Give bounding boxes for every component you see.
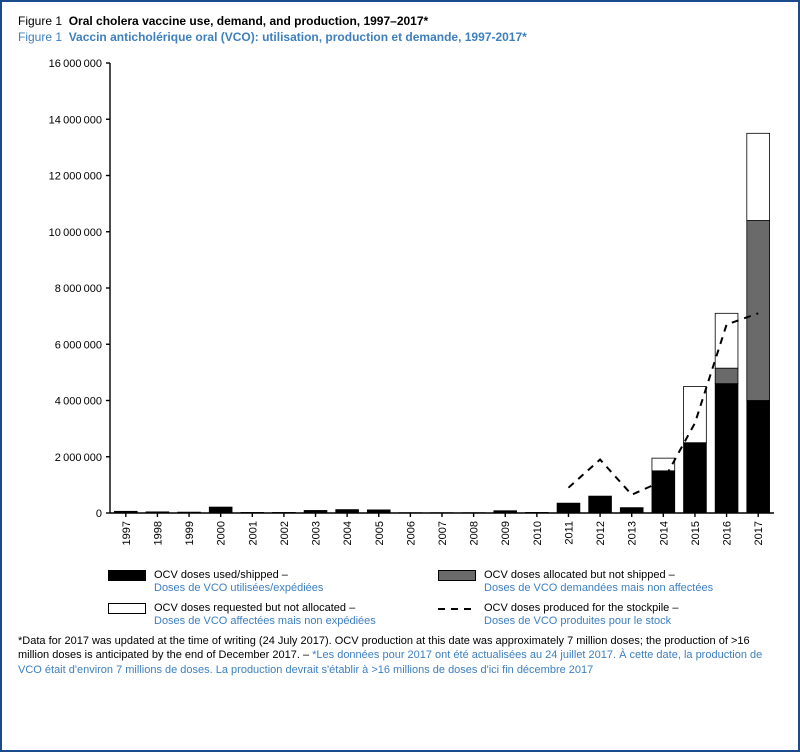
legend-label-fr: Doses de VCO produites pour le stock <box>484 615 671 627</box>
y-axis-tick-label: 8 000 000 <box>55 283 102 295</box>
bar-used_shipped <box>715 384 738 513</box>
y-axis-tick-label: 16 000 000 <box>49 58 102 70</box>
bar-requested_not_allocated <box>684 387 707 443</box>
bar-used_shipped <box>557 503 580 513</box>
legend-label-en: OCV doses requested but not allocated – <box>154 602 355 614</box>
x-axis-tick-label: 1997 <box>121 521 133 545</box>
x-axis-tick-label: 2001 <box>247 521 259 545</box>
x-axis-tick-label: 2017 <box>753 521 765 545</box>
x-axis-tick-label: 1999 <box>184 521 196 545</box>
y-axis-tick-label: 12 000 000 <box>49 171 102 183</box>
x-axis-tick-label: 2013 <box>627 521 639 545</box>
legend-text: OCV doses used/shipped –Doses de VCO uti… <box>154 569 323 595</box>
legend-label-en: OCV doses allocated but not shipped – <box>484 569 675 581</box>
figure-label-fr: Figure 1 <box>18 30 62 44</box>
legend-text: OCV doses requested but not allocated –D… <box>154 602 376 628</box>
figure-title-en: Oral cholera vaccine use, demand, and pr… <box>69 14 428 28</box>
legend-item-allocated_not_shipped: OCV doses allocated but not shipped –Dos… <box>438 569 748 595</box>
x-axis-tick-label: 2003 <box>311 521 323 545</box>
bar-used_shipped <box>684 443 707 513</box>
y-axis-tick-label: 2 000 000 <box>55 452 102 464</box>
bar-used_shipped <box>747 401 770 514</box>
legend-label-en: OCV doses produced for the stockpile – <box>484 602 678 614</box>
y-axis-tick-label: 10 000 000 <box>49 227 102 239</box>
y-axis-tick-label: 14 000 000 <box>49 114 102 126</box>
legend-text: OCV doses produced for the stockpile –Do… <box>484 602 678 628</box>
x-axis-tick-label: 2011 <box>563 521 575 545</box>
y-axis-tick-label: 0 <box>96 508 102 520</box>
legend-item-produced_stockpile: OCV doses produced for the stockpile –Do… <box>438 602 748 628</box>
legend: OCV doses used/shipped –Doses de VCO uti… <box>108 569 748 628</box>
x-axis-tick-label: 2000 <box>216 521 228 545</box>
legend-label-en: OCV doses used/shipped – <box>154 569 288 581</box>
legend-label-fr: Doses de VCO affectées mais non expédiée… <box>154 615 376 627</box>
x-axis-tick-label: 2007 <box>437 521 449 545</box>
legend-item-requested_not_allocated: OCV doses requested but not allocated –D… <box>108 602 418 628</box>
x-axis-tick-label: 2005 <box>374 521 386 545</box>
bar-requested_not_allocated <box>652 458 675 471</box>
bar-used_shipped <box>620 508 643 513</box>
x-axis-tick-label: 1998 <box>152 521 164 545</box>
bar-allocated_not_shipped <box>747 221 770 401</box>
legend-swatch <box>438 570 476 581</box>
x-axis-tick-label: 2002 <box>279 521 291 545</box>
bar-allocated_not_shipped <box>715 368 738 383</box>
x-axis-tick-label: 2008 <box>469 521 481 545</box>
figure-label-en: Figure 1 <box>18 14 62 28</box>
x-axis-tick-label: 2006 <box>405 521 417 545</box>
legend-swatch-dash <box>438 603 476 614</box>
legend-text: OCV doses allocated but not shipped –Dos… <box>484 569 713 595</box>
chart-area: 0 2 000 000 4 000 000 6 000 000 8 000 000 10 … <box>18 55 778 565</box>
x-axis-tick-label: 2014 <box>658 521 670 545</box>
chart-svg: 0 2 000 000 4 000 000 6 000 000 8 000 000 10 … <box>18 55 778 565</box>
bar-used_shipped <box>209 507 232 513</box>
figure-title-fr: Vaccin anticholérique oral (VCO): utilis… <box>69 30 527 44</box>
y-axis-tick-label: 4 000 000 <box>55 396 102 408</box>
x-axis-tick-label: 2012 <box>595 521 607 545</box>
legend-label-fr: Doses de VCO utilisées/expédiées <box>154 582 323 594</box>
y-axis-tick-label: 6 000 000 <box>55 339 102 351</box>
x-axis-tick-label: 2004 <box>342 521 354 545</box>
bar-requested_not_allocated <box>747 134 770 221</box>
bar-used_shipped <box>589 496 612 513</box>
figure-frame: Figure 1 Oral cholera vaccine use, deman… <box>0 0 800 752</box>
x-axis-tick-label: 2015 <box>690 521 702 545</box>
footnote: *Data for 2017 was updated at the time o… <box>18 634 782 677</box>
x-axis-tick-label: 2016 <box>722 521 734 545</box>
figure-title-block: Figure 1 Oral cholera vaccine use, deman… <box>18 14 782 45</box>
legend-swatch <box>108 603 146 614</box>
x-axis-tick-label: 2009 <box>500 521 512 545</box>
legend-label-fr: Doses de VCO demandées mais non affectée… <box>484 582 713 594</box>
legend-swatch <box>108 570 146 581</box>
bar-used_shipped <box>652 471 675 513</box>
legend-item-used_shipped: OCV doses used/shipped –Doses de VCO uti… <box>108 569 418 595</box>
x-axis-tick-label: 2010 <box>532 521 544 545</box>
